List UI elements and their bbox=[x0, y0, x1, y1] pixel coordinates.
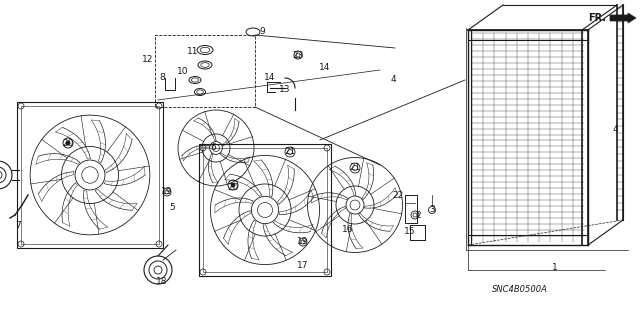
Text: 22: 22 bbox=[392, 190, 404, 199]
Text: 20: 20 bbox=[62, 138, 74, 147]
Bar bbox=[405, 195, 417, 223]
Text: 7: 7 bbox=[15, 220, 21, 229]
Circle shape bbox=[231, 183, 235, 187]
Text: 15: 15 bbox=[404, 227, 416, 236]
Bar bbox=[199, 144, 331, 276]
Text: 18: 18 bbox=[156, 278, 168, 286]
Text: 20: 20 bbox=[227, 183, 239, 192]
Circle shape bbox=[66, 141, 70, 145]
FancyArrow shape bbox=[610, 13, 636, 23]
Bar bbox=[21, 106, 159, 244]
Text: 4: 4 bbox=[612, 125, 618, 135]
Text: 6: 6 bbox=[210, 144, 216, 152]
Text: 11: 11 bbox=[188, 48, 199, 56]
Text: 4: 4 bbox=[390, 76, 396, 85]
Bar bbox=[17, 102, 163, 248]
Text: 21: 21 bbox=[284, 147, 296, 157]
Text: 1: 1 bbox=[552, 263, 558, 272]
Text: 21: 21 bbox=[349, 164, 361, 173]
Text: 16: 16 bbox=[342, 226, 354, 234]
Text: 23: 23 bbox=[292, 50, 304, 60]
Text: 13: 13 bbox=[279, 85, 291, 94]
Text: 17: 17 bbox=[297, 261, 308, 270]
Bar bbox=[203, 148, 327, 272]
Text: SNC4B0500A: SNC4B0500A bbox=[492, 285, 548, 293]
Text: 19: 19 bbox=[161, 188, 173, 197]
Text: 3: 3 bbox=[429, 205, 435, 214]
Text: 12: 12 bbox=[142, 56, 154, 64]
Text: 8: 8 bbox=[159, 73, 165, 83]
Text: 14: 14 bbox=[319, 63, 331, 72]
Bar bbox=[155, 35, 255, 107]
Text: FR.: FR. bbox=[588, 13, 606, 23]
Text: 10: 10 bbox=[177, 68, 189, 77]
Text: 14: 14 bbox=[264, 73, 276, 83]
Text: 19: 19 bbox=[297, 238, 308, 247]
Text: 5: 5 bbox=[169, 204, 175, 212]
Text: 2: 2 bbox=[415, 211, 421, 219]
Text: 9: 9 bbox=[259, 27, 265, 36]
